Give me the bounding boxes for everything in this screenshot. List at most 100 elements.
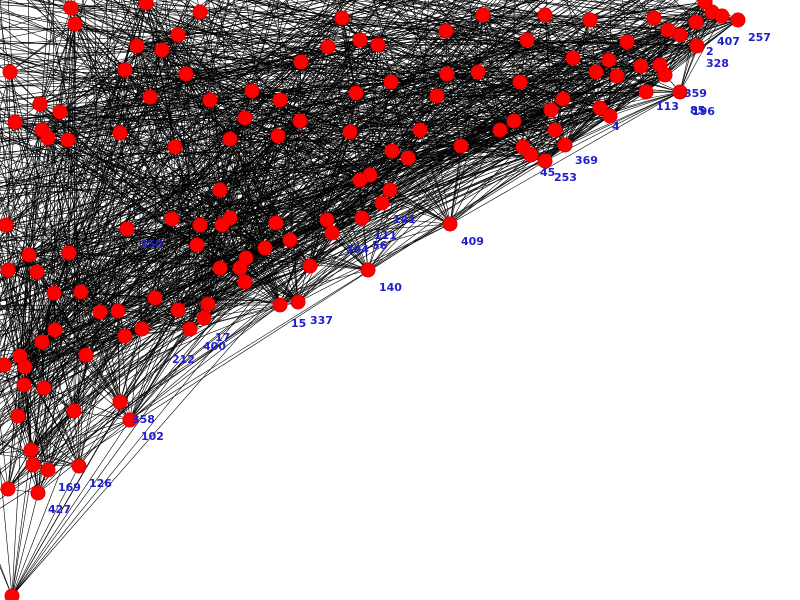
graph-node (212, 182, 228, 198)
graph-edge (23, 291, 82, 386)
graph-edge (0, 252, 80, 467)
graph-node (119, 221, 135, 237)
graph-edge (566, 0, 601, 109)
graph-edge (398, 0, 611, 117)
graph-node (34, 334, 50, 350)
graph-node (7, 114, 23, 130)
node-label-409: 409 (461, 235, 484, 248)
graph-edge (0, 34, 179, 239)
graph-edge (0, 47, 201, 226)
graph-node (601, 52, 617, 68)
graph-edge (149, 0, 388, 98)
graph-node (354, 210, 370, 226)
graph-edge (9, 23, 76, 73)
graph-edge (47, 69, 126, 139)
graph-node (192, 4, 208, 20)
graph-node (272, 92, 288, 108)
graph-node (342, 124, 358, 140)
graph-node (0, 262, 16, 278)
graph-edge (59, 23, 76, 113)
graph-edge (0, 117, 246, 187)
graph-edge (0, 464, 13, 597)
graph-edge (37, 139, 69, 494)
graph-edge (188, 0, 357, 94)
graph-edge (318, 0, 556, 131)
graph-edge (0, 128, 121, 403)
graph-edge (199, 11, 266, 249)
graph-edge (609, 0, 612, 117)
graph-node (324, 225, 340, 241)
graph-edge (208, 0, 421, 131)
graph-edge (59, 0, 209, 113)
graph-edge (221, 0, 604, 226)
graph-node (412, 122, 428, 138)
graph-node (382, 182, 398, 198)
graph-edge (0, 49, 163, 89)
graph-edge (0, 267, 221, 393)
graph-edge (207, 0, 546, 162)
graph-node (290, 294, 306, 310)
graph-node (348, 85, 364, 101)
graph-edge (245, 99, 281, 259)
node-label-56: 56 (372, 239, 388, 252)
graph-edge (0, 114, 501, 131)
graph-edge (564, 75, 618, 146)
graph-edge (3, 0, 351, 366)
graph-edge (14, 121, 101, 313)
node-label-369: 369 (575, 154, 598, 167)
graph-edge (0, 73, 448, 189)
graph-edge (177, 0, 331, 36)
graph-edge (659, 15, 723, 66)
graph-edge (24, 0, 547, 368)
graph-node (257, 240, 273, 256)
graph-edge (0, 12, 438, 97)
graph-node (110, 303, 126, 319)
graph-edge (37, 0, 72, 9)
graph-edge (30, 401, 121, 451)
graph-node (170, 27, 186, 43)
graph-edge (19, 0, 579, 357)
graph-node (117, 328, 133, 344)
graph-edge (246, 0, 343, 19)
graph-node (189, 237, 205, 253)
graph-node (0, 217, 14, 233)
graph-edge (0, 121, 16, 170)
graph-node (588, 64, 604, 80)
graph-node (519, 32, 535, 48)
graph-node (170, 302, 186, 318)
graph-edge (0, 47, 556, 131)
graph-edge (67, 0, 290, 141)
graph-edge (7, 0, 16, 123)
graph-edge (41, 341, 121, 403)
graph-node (2, 64, 18, 80)
graph-edge (54, 329, 121, 403)
graph-edge (156, 0, 479, 73)
graph-edge (0, 89, 121, 403)
graph-node (557, 137, 573, 153)
graph-node (122, 412, 138, 428)
graph-edge (203, 265, 311, 319)
graph-edge (0, 410, 75, 475)
graph-node (506, 113, 522, 129)
graph-node (134, 321, 150, 337)
graph-edge (452, 0, 661, 66)
graph-edge (17, 0, 50, 417)
graph-edge (219, 0, 546, 269)
graph-edge (0, 39, 361, 300)
graph-node (384, 143, 400, 159)
graph-edge (263, 0, 532, 156)
graph-edge (199, 11, 611, 117)
graph-edge (0, 69, 126, 300)
graph-edge (0, 57, 574, 83)
graph-node (453, 138, 469, 154)
graph-edge (0, 14, 546, 45)
graph-edge (0, 217, 231, 350)
graph-edge (229, 0, 611, 219)
graph-edge (0, 449, 32, 454)
graph-edge (0, 0, 26, 368)
graph-edge (219, 0, 384, 191)
graph-edge (347, 0, 484, 16)
graph-edge (11, 492, 39, 597)
node-label-400: 400 (203, 340, 226, 353)
graph-edge (120, 0, 173, 220)
